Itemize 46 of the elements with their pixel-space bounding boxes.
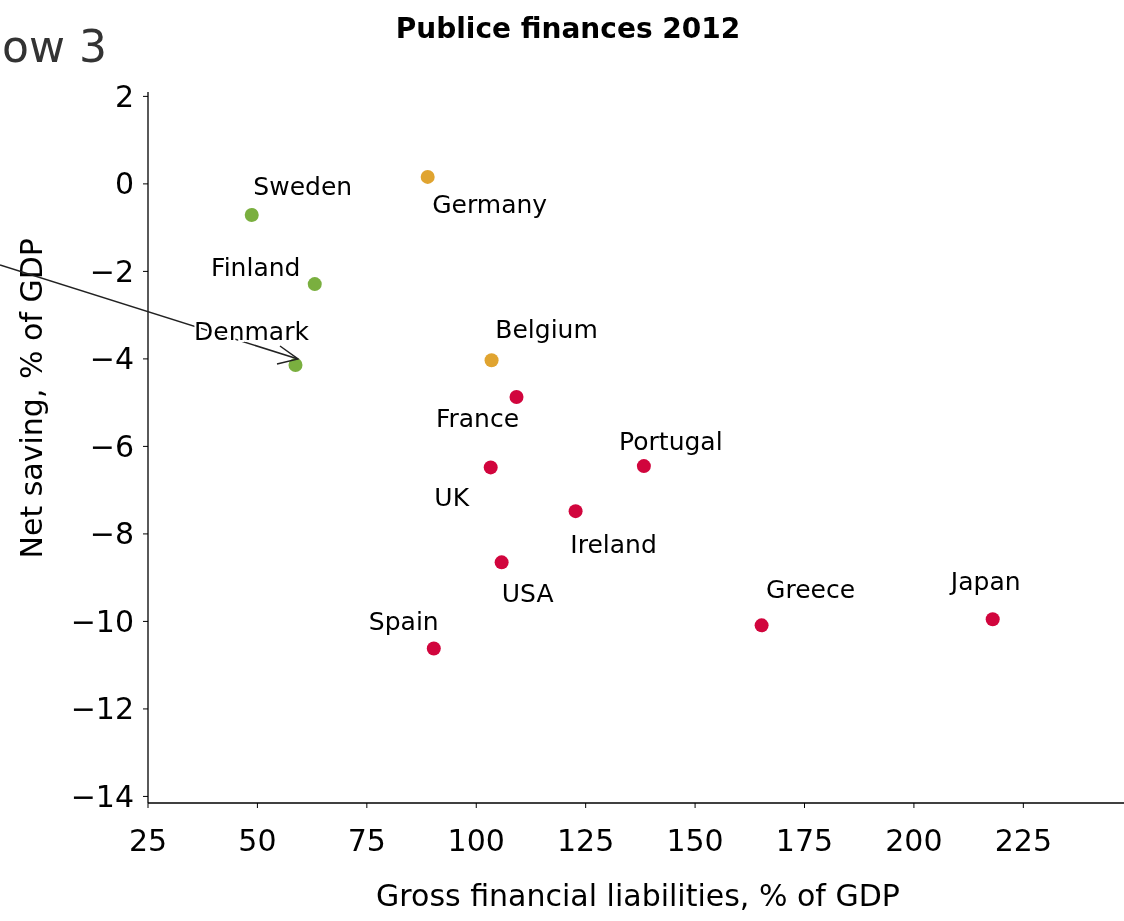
y-tick-label: 2 [114, 78, 134, 114]
text: ow 3 [2, 21, 107, 72]
y-tick-label: −10 [70, 603, 134, 639]
x-tick-label: 125 [557, 823, 615, 858]
annotation: UK [434, 483, 470, 513]
x-tick-label: 175 [775, 823, 834, 858]
point [494, 555, 509, 570]
annotation: Greece [766, 575, 856, 605]
point [568, 504, 583, 519]
y-tick-label: −2 [89, 253, 134, 289]
x-tick-label: 225 [994, 823, 1052, 858]
x-tick-label: 150 [666, 823, 724, 858]
point [509, 389, 524, 404]
annotation: Germany [432, 189, 548, 219]
point [484, 353, 499, 368]
y-tick-label: −8 [89, 516, 134, 552]
annotation: Sweden [253, 171, 353, 201]
x-tick-label: 100 [447, 823, 505, 858]
x-tick-label: 50 [238, 823, 277, 858]
x-tick-label: 25 [128, 823, 168, 858]
annotation: France [435, 403, 520, 433]
annotation: Ireland [570, 529, 657, 559]
annotation: Japan [948, 566, 1021, 596]
x-axis-title: Gross financial liabilities, % of GDP [376, 878, 900, 913]
point [636, 459, 651, 474]
point [426, 641, 441, 656]
y-tick-label: −6 [89, 428, 134, 464]
point [420, 169, 435, 184]
x-tick-label: 75 [347, 823, 386, 858]
y-tick-label: −4 [89, 341, 134, 377]
annotation: Portugal [619, 426, 723, 456]
annotation: Finland [211, 252, 301, 282]
point [307, 277, 322, 292]
chart-title: Publice finances 2012 [395, 12, 741, 45]
point [754, 618, 769, 633]
y-tick-label: −12 [70, 691, 134, 727]
annotation: Spain [368, 607, 439, 637]
point [985, 612, 1000, 627]
y-axis-title: Net saving, % of GDP [14, 238, 49, 559]
annotation: USA [501, 579, 554, 609]
annotation: Belgium [495, 314, 598, 344]
point [483, 460, 498, 475]
y-tick-label: −14 [70, 778, 134, 814]
x-tick-label: 200 [885, 823, 943, 858]
y-tick-label: 0 [114, 166, 134, 202]
point [244, 207, 259, 222]
